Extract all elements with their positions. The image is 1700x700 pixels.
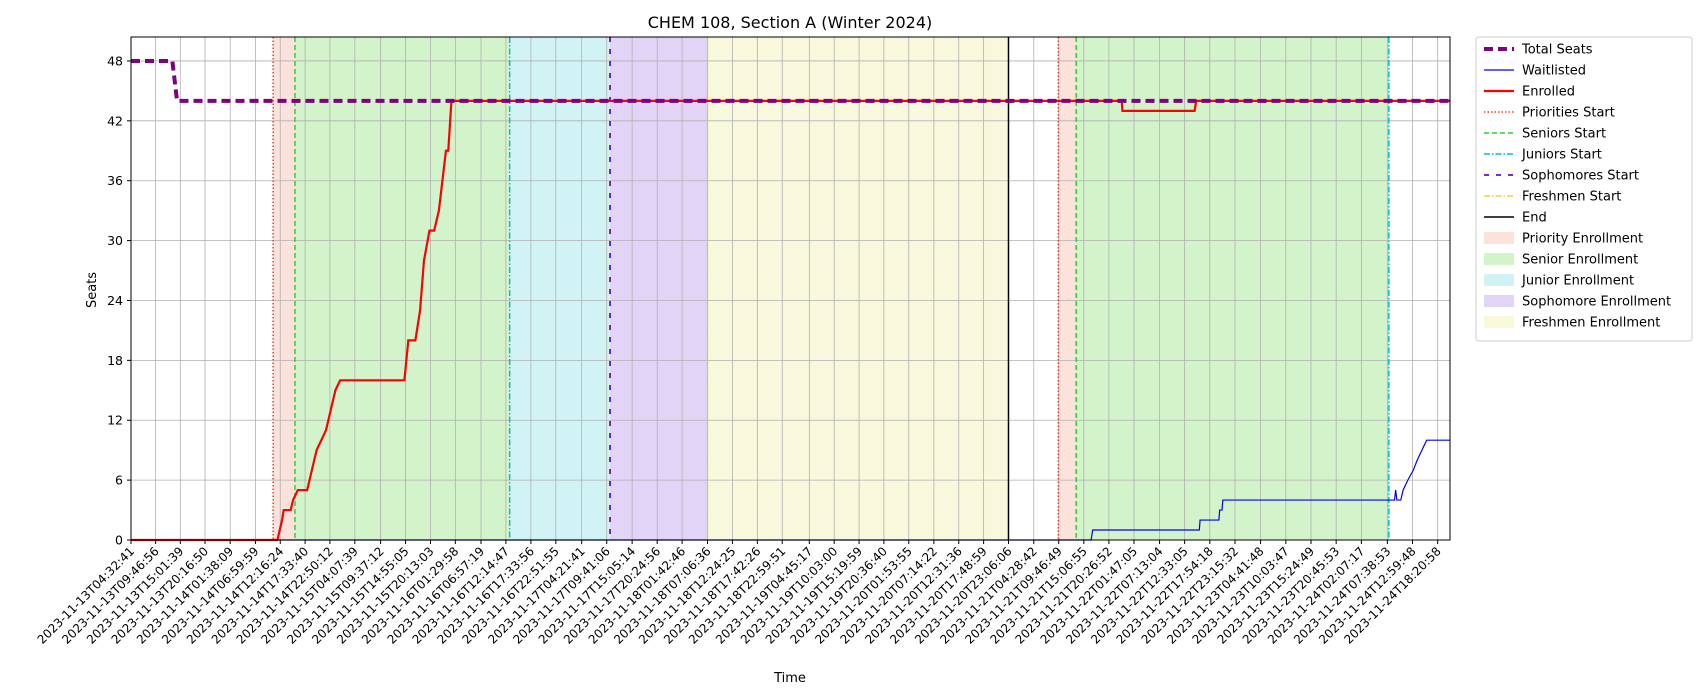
legend-label-freshmen-enrollment: Freshmen Enrollment — [1522, 316, 1660, 331]
y-tick-label-5: 30 — [107, 233, 123, 248]
legend-label-senior-enrollment: Senior Enrollment — [1522, 253, 1638, 268]
legend-swatch-priority-enrollment — [1484, 232, 1514, 244]
x-axis-ticks: 2023-11-13T04:32:412023-11-13T09:46:5620… — [35, 540, 1444, 647]
y-tick-label-6: 36 — [107, 173, 123, 188]
data-series — [131, 58, 1450, 542]
legend-label-sophomores-start: Sophomores Start — [1522, 169, 1639, 184]
chart-title: CHEM 108, Section A (Winter 2024) — [648, 13, 933, 32]
plot-frame — [130, 36, 1451, 541]
legend-label-waitlisted: Waitlisted — [1522, 64, 1586, 79]
phase-start-lines — [272, 37, 1390, 540]
phase-spans — [273, 37, 1389, 540]
series-line-total-seats — [131, 58, 1450, 103]
phase-span-senior-enrollment-6 — [1076, 37, 1389, 540]
legend-label-priorities-start: Priorities Start — [1522, 106, 1615, 121]
series-line-enrolled — [131, 99, 1450, 542]
legend: Total Seats Waitlisted Enrolled Priorities … — [1475, 36, 1693, 342]
legend-label-juniors-start: Juniors Start — [1521, 148, 1602, 163]
y-axis-label: Seats — [85, 272, 100, 308]
x-axis-label: Time — [773, 671, 806, 686]
legend-label-seniors-start: Seniors Start — [1522, 127, 1606, 142]
phase-span-priority-enrollment-0 — [273, 37, 295, 540]
y-tick-label-3: 18 — [107, 353, 123, 368]
legend-label-priority-enrollment: Priority Enrollment — [1522, 232, 1643, 247]
legend-label-sophomore-enrollment: Sophomore Enrollment — [1522, 295, 1671, 310]
legend-swatch-junior-enrollment — [1484, 274, 1514, 286]
y-tick-label-2: 12 — [107, 413, 123, 428]
y-tick-label-8: 48 — [107, 53, 123, 68]
phase-span-priority-enrollment-5 — [1058, 37, 1077, 540]
legend-swatch-senior-enrollment — [1484, 253, 1514, 265]
legend-swatch-sophomore-enrollment — [1484, 295, 1514, 307]
legend-label-freshmen-start: Freshmen Start — [1522, 190, 1621, 205]
legend-label-total-seats: Total Seats — [1521, 43, 1593, 58]
phase-span-freshmen-enrollment-4 — [707, 37, 1009, 540]
legend-label-enrolled: Enrolled — [1522, 85, 1575, 100]
y-tick-label-7: 42 — [107, 113, 123, 128]
legend-label-junior-enrollment: Junior Enrollment — [1521, 274, 1634, 289]
phase-span-sophomore-enrollment-3 — [610, 37, 708, 540]
y-tick-label-0: 0 — [115, 533, 123, 548]
y-tick-label-1: 6 — [115, 473, 123, 488]
phase-span-senior-enrollment-1 — [294, 37, 510, 540]
y-tick-label-4: 24 — [107, 293, 123, 308]
phase-span-junior-enrollment-2 — [509, 37, 611, 540]
legend-swatch-freshmen-enrollment — [1484, 316, 1514, 328]
series-line-waitlisted — [131, 439, 1450, 541]
plot-border — [130, 36, 1451, 541]
legend-label-end: End — [1522, 211, 1547, 226]
y-axis-ticks: 0 6 12 18 24 30 36 42 48 — [107, 53, 131, 548]
legend-box — [1475, 36, 1693, 342]
